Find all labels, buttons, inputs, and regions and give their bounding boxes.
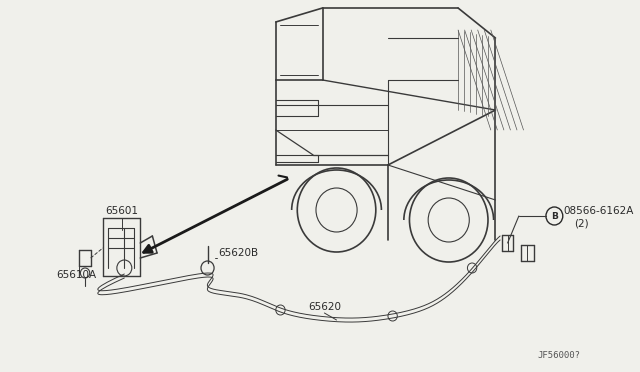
Text: 65601: 65601 bbox=[105, 206, 138, 216]
Text: 65610A: 65610A bbox=[56, 270, 96, 280]
Text: 65620B: 65620B bbox=[218, 248, 258, 258]
Text: B: B bbox=[551, 212, 558, 221]
Text: 65620: 65620 bbox=[308, 302, 342, 312]
Text: 08566-6162A: 08566-6162A bbox=[564, 206, 634, 216]
Text: JF56000?: JF56000? bbox=[538, 351, 580, 360]
Text: (2): (2) bbox=[574, 218, 589, 228]
